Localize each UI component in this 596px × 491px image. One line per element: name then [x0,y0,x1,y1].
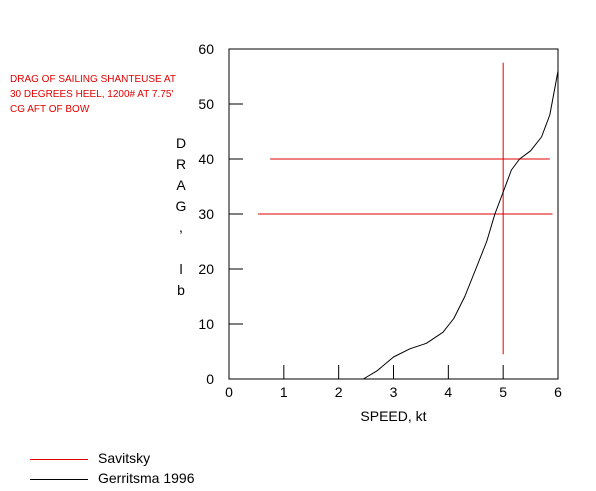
y-tick-label: 20 [198,261,214,277]
legend-swatch-gerritsma [30,479,88,480]
x-tick-label: 1 [280,384,288,400]
y-tick-label: 30 [198,206,214,222]
x-tick-label: 4 [444,384,452,400]
x-tick-label: 3 [390,384,398,400]
x-tick-label: 0 [225,384,233,400]
y-tick-label: 50 [198,96,214,112]
legend-swatch-savitsky [30,459,88,460]
x-tick-label: 6 [554,384,562,400]
chart-annotation: DRAG OF SAILING SHANTEUSE AT 30 DEGREES … [10,74,176,115]
y-tick-label: 40 [198,151,214,167]
legend-label-gerritsma: Gerritsma 1996 [98,470,195,486]
x-tick-label: 5 [499,384,507,400]
x-axis-title: SPEED, kt [360,408,426,424]
legend-label-savitsky: Savitsky [98,450,151,466]
x-tick-label: 2 [335,384,343,400]
y-tick-label: 0 [206,371,214,387]
y-tick-label: 10 [198,316,214,332]
series-gerritsma-1996-curve [363,70,559,380]
y-tick-label: 60 [198,41,214,57]
